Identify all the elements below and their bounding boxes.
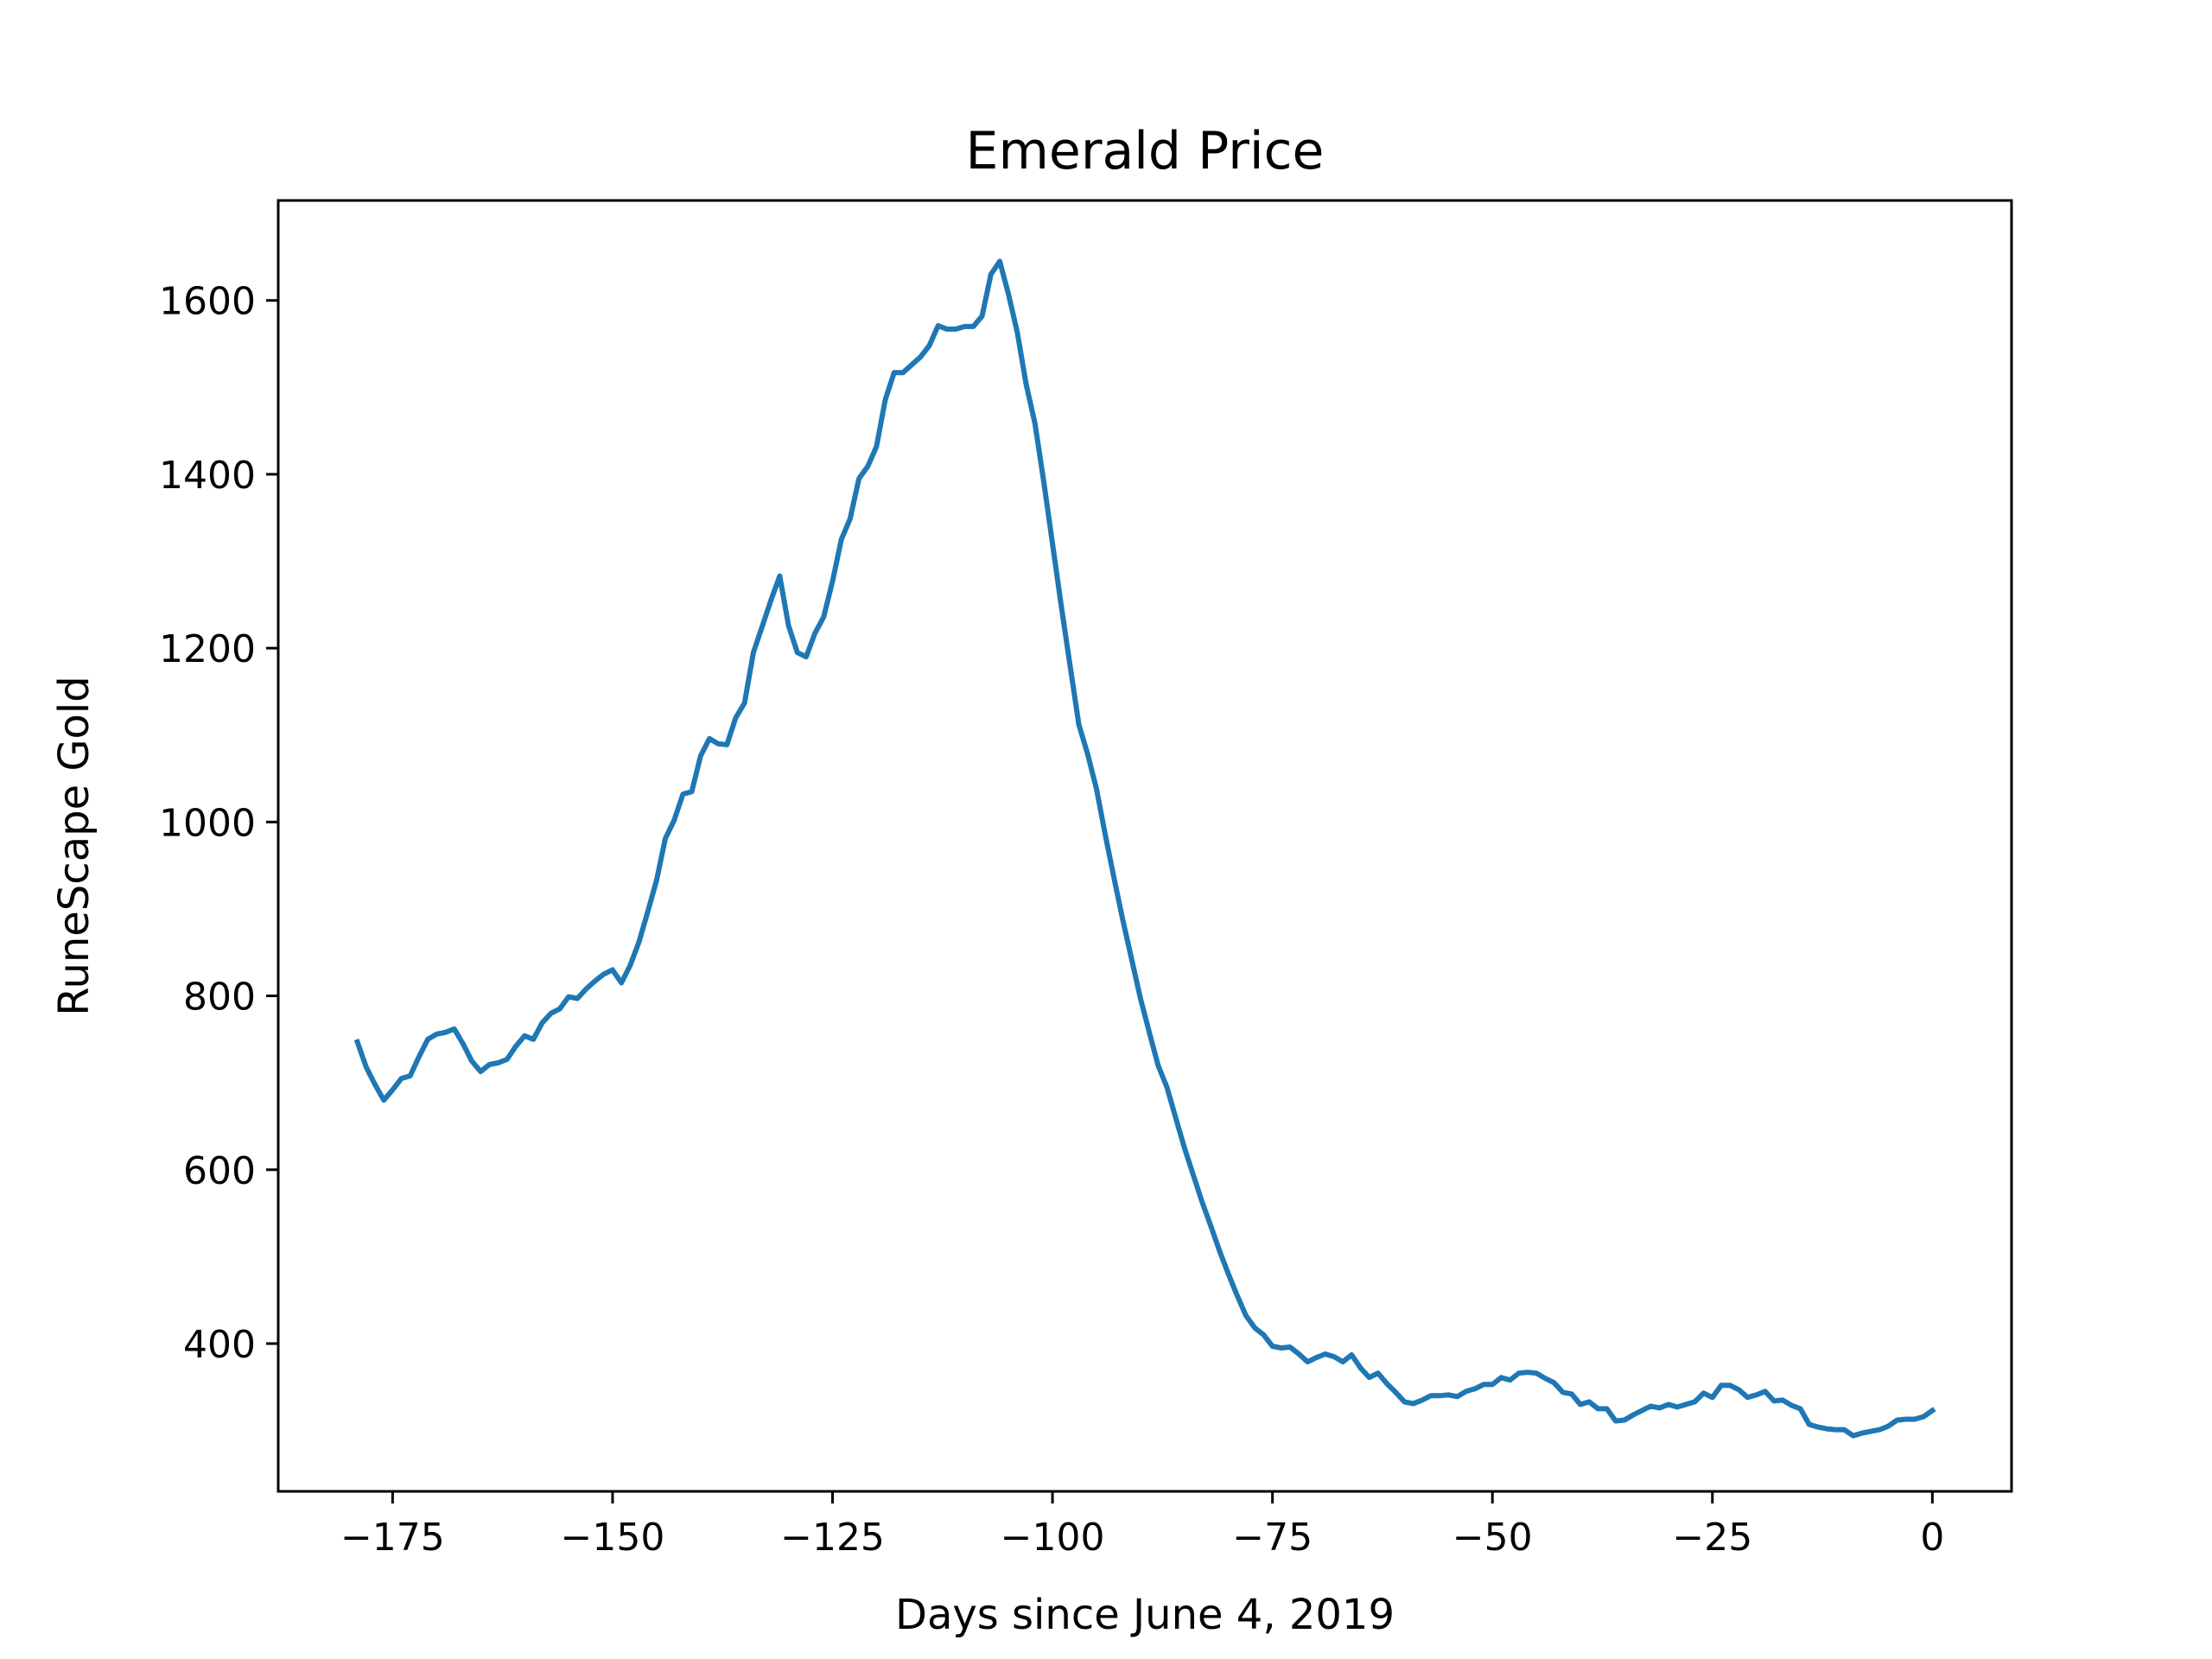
x-tick-label: −175 <box>340 1516 445 1560</box>
x-tick-label: −125 <box>780 1516 885 1560</box>
x-tick-label: −150 <box>561 1516 665 1560</box>
price-series-line <box>353 258 1936 1439</box>
x-tick-label: −100 <box>1001 1516 1105 1560</box>
y-tick-label: 1000 <box>159 801 256 845</box>
x-axis: −175 −150 −125 −100 −75 −50 −25 0 <box>340 1491 1944 1560</box>
plot-layer <box>353 258 1936 1439</box>
x-tick-label: −50 <box>1452 1516 1533 1560</box>
x-tick-label: −25 <box>1672 1516 1752 1560</box>
y-tick-label: 1200 <box>159 627 256 671</box>
x-axis-label: Days since June 4, 2019 <box>895 1591 1395 1639</box>
plot-frame <box>276 199 2013 1493</box>
y-tick-label: 400 <box>183 1323 256 1367</box>
y-tick-label: 1600 <box>159 280 256 324</box>
chart-title: Emerald Price <box>966 121 1325 181</box>
x-tick-label: −75 <box>1232 1516 1313 1560</box>
y-axis: 400 600 800 1000 1200 1400 1600 <box>159 280 278 1367</box>
x-tick-label: 0 <box>1920 1516 1944 1560</box>
y-axis-label: RuneScape Gold <box>50 676 99 1015</box>
y-tick-label: 800 <box>183 976 256 1020</box>
y-tick-label: 1400 <box>159 454 256 498</box>
y-tick-label: 600 <box>183 1149 256 1193</box>
